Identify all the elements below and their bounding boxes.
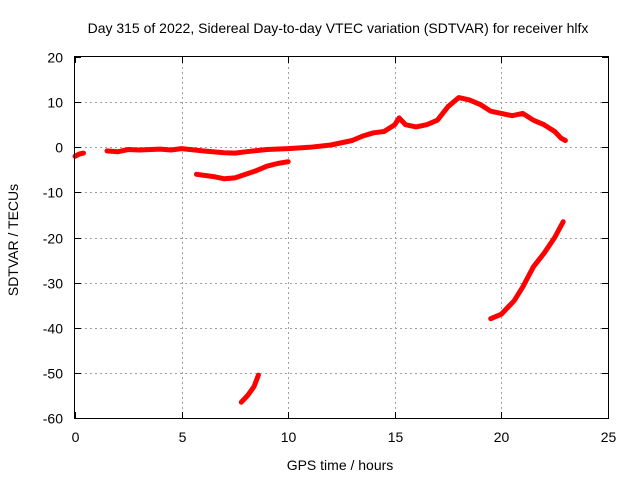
- x-tick-label: 25: [601, 429, 617, 445]
- x-tick-label: 5: [179, 429, 187, 445]
- ticks: [75, 57, 609, 419]
- y-axis-label: SDTVAR / TECUs: [5, 184, 21, 296]
- x-tick-label: 10: [281, 429, 297, 445]
- series-segment-main: [104, 95, 568, 156]
- y-tick-label: 10: [47, 95, 63, 111]
- x-tick-label: 20: [494, 429, 510, 445]
- y-tick-label: -10: [43, 185, 63, 201]
- y-tick-label: 20: [47, 50, 63, 66]
- x-tick-label: 15: [388, 429, 404, 445]
- series-segment-lower-arc: [194, 159, 291, 182]
- series-segment-a: [72, 150, 86, 159]
- y-tick-label: 0: [55, 140, 63, 156]
- grid: [75, 57, 608, 418]
- y-tick-label: -20: [43, 231, 63, 247]
- series-layer: [72, 95, 568, 405]
- x-tick-label: 0: [72, 429, 80, 445]
- y-tick-label: -30: [43, 276, 63, 292]
- y-tick-label: -40: [43, 321, 63, 337]
- x-axis-label: GPS time / hours: [287, 457, 394, 473]
- y-tick-label: -50: [43, 366, 63, 382]
- series-segment-steep-low: [238, 372, 261, 405]
- tick-labels: 0 5 10 15 20 25 -60 -50 -40 -30 -20 -10 0 10 20: [43, 50, 617, 446]
- series-segment-steep-right: [488, 219, 566, 322]
- plot-frame: [74, 56, 609, 419]
- y-tick-label: -60: [43, 411, 63, 427]
- chart-title: Day 315 of 2022, Sidereal Day-to-day VTE…: [88, 20, 589, 36]
